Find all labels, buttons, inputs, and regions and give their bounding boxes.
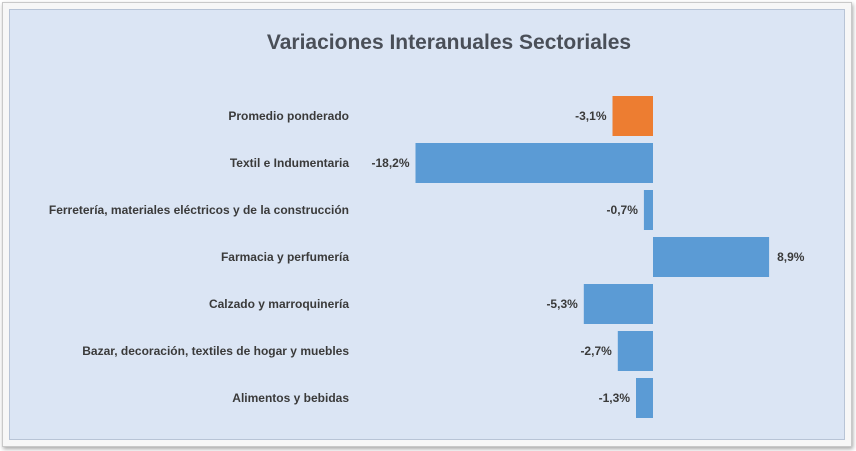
category-label-6: Bazar, decoración, textiles de hogar y m…: [82, 344, 349, 358]
category-labels: Promedio ponderado Textil e Indumentaria F…: [49, 109, 349, 405]
data-label-4: 8,9%: [777, 250, 805, 264]
data-label-2: -18,2%: [371, 156, 409, 170]
bar-7: [636, 378, 653, 418]
bar-4: [653, 237, 770, 277]
bar-3: [643, 190, 653, 230]
category-label-1: Promedio ponderado: [228, 109, 349, 123]
category-label-5: Calzado y marroquinería: [209, 297, 349, 311]
category-label-2: Textil e Indumentaria: [230, 156, 349, 170]
category-label-4: Farmacia y perfumería: [221, 250, 349, 264]
data-label-1: -3,1%: [575, 109, 607, 123]
data-label-3: -0,7%: [607, 203, 639, 217]
chart-panel: [9, 9, 845, 440]
value-labels: -3,1% -18,2% -0,7% 8,9% -5,3% -2,7% -1,3%: [371, 109, 804, 405]
chart-frame: [2, 2, 852, 447]
chart-title: Variaciones Interanuales Sectoriales: [267, 31, 631, 54]
data-label-7: -1,3%: [599, 391, 631, 405]
bar-6: [617, 331, 653, 371]
category-label-3: Ferretería, materiales eléctricos y de l…: [49, 203, 349, 217]
bar-2: [415, 143, 653, 183]
data-label-6: -2,7%: [580, 344, 612, 358]
bar-1: [612, 96, 653, 136]
bar-5: [583, 284, 653, 324]
bars-group: [415, 96, 770, 418]
data-label-5: -5,3%: [546, 297, 578, 311]
category-label-7: Alimentos y bebidas: [232, 391, 349, 405]
